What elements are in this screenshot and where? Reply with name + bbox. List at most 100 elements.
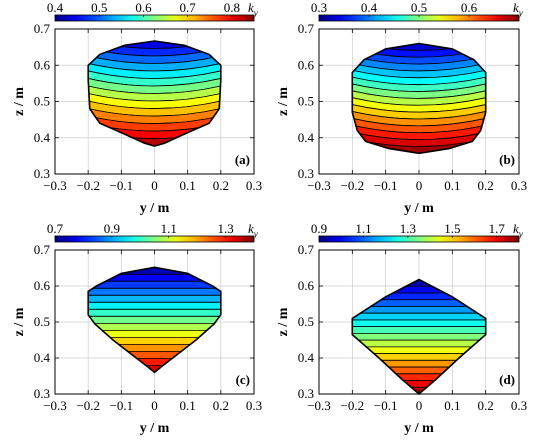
x-tick-label: −0.2 [341,178,365,193]
x-tick-label: 0 [416,398,423,413]
x-tick-label: 0.3 [246,178,262,193]
colorbar [54,235,255,243]
x-tick-label: −0.3 [43,178,67,193]
contour-band [88,343,221,352]
panel-label: (d) [499,372,515,387]
x-tick-label: 0 [416,178,423,193]
colorbar [54,14,255,22]
contour-band [352,319,486,328]
x-tick-label: 0.1 [444,178,460,193]
region-outline [87,40,222,147]
colorbar-tick-label: 0.9 [104,221,120,236]
x-tick-label: −0.2 [76,398,100,413]
contour-field [352,279,486,394]
colorbar-tick-label: 1.3 [217,221,233,236]
x-tick-label: −0.3 [43,398,67,413]
panel-label: (b) [499,152,515,167]
y-tick-label: 0.7 [34,21,51,36]
y-tick-label: 0.6 [298,57,315,72]
y-tick-label: 0.5 [298,314,314,329]
colorbar-tick-label: 1.5 [444,221,460,236]
colorbar-label: ky [513,0,523,18]
panel-3: 0.7 0.9 1.1 1.3 ky −0.3 −0.2 −0.1 0 0.1 0.2 0.3 0.3 0… [12,221,262,436]
x-tick-label: 0.1 [444,398,460,413]
colorbar-tick-label: 0.4 [47,0,64,15]
colorbar-tick-label: 0.3 [311,0,327,15]
contour-band [352,299,486,307]
y-tick-label: 0.4 [298,130,315,145]
contour-band [352,285,486,294]
y-tick-label: 0.3 [298,386,314,401]
y-tick-label: 0.5 [34,94,50,109]
y-tick-label: 0.5 [298,94,314,109]
contour-band [352,380,486,388]
colorbar-label-subscript: y [253,8,258,18]
contour-band [352,292,486,301]
x-axis-label: y / m [404,421,434,436]
panel-label: (a) [235,152,250,167]
colorbar [318,235,520,243]
y-tick-label: 0.3 [34,386,50,401]
contour-field [88,41,221,147]
contour-band [352,306,486,314]
x-tick-label: −0.1 [110,178,134,193]
x-tick-label: 0.3 [511,178,527,193]
y-tick-label: 0.5 [34,314,50,329]
x-axis-label: y / m [140,421,170,436]
colorbar-label-subscript: y [518,229,523,239]
x-tick-label: −0.1 [374,178,398,193]
x-tick-label: −0.3 [307,178,331,193]
colorbar-tick-label: 0.5 [411,0,427,15]
colorbar-tick-label: 0.9 [311,221,327,236]
x-tick-label: 0 [151,178,158,193]
colorbar-tick-label: 1.1 [355,221,371,236]
x-tick-label: −0.3 [307,398,331,413]
region-outline [87,266,222,374]
colorbar-label-subscript: y [253,229,258,239]
x-axis-label: y / m [140,201,170,216]
contour-band [352,339,486,348]
contour-band [352,359,486,368]
y-tick-label: 0.6 [34,278,51,293]
colorbar-tick-label: 1.3 [400,221,416,236]
contour-band [352,353,486,361]
x-tick-label: −0.2 [76,178,100,193]
panel-2: 0.3 0.4 0.5 0.6 ky −0.3 −0.2 −0.1 0 0.1 0.2 0.3 0.3 0… [276,0,527,216]
colorbar-tick-label: 0.5 [91,0,107,15]
panel-label: (c) [236,372,250,387]
colorbar-tick-label: 1.7 [489,221,506,236]
x-tick-label: 0.3 [511,398,527,413]
x-tick-label: 0.1 [180,398,196,413]
x-tick-label: −0.1 [110,398,134,413]
contour-band [88,357,221,366]
colorbar-label-subscript: y [518,8,523,18]
y-axis-label: z / m [276,87,291,116]
x-tick-label: −0.2 [341,398,365,413]
y-tick-label: 0.6 [34,57,51,72]
y-tick-label: 0.7 [298,242,315,257]
y-tick-label: 0.7 [298,21,315,36]
y-tick-label: 0.6 [298,278,315,293]
region-outline [351,42,487,155]
contour-band [88,287,221,296]
contour-band [88,350,221,359]
y-tick-label: 0.3 [34,166,50,181]
x-tick-label: 0.2 [478,178,494,193]
x-tick-label: 0 [151,398,158,413]
colorbar-tick-label: 0.6 [461,0,478,15]
contour-band [88,329,221,338]
contour-field [352,43,486,154]
contour-band [352,279,486,287]
y-tick-label: 0.4 [34,130,51,145]
x-tick-label: 0.3 [246,398,262,413]
y-axis-label: z / m [276,307,291,336]
contour-band [88,322,221,331]
x-tick-label: 0.2 [213,398,229,413]
y-axis-label: z / m [12,307,27,336]
contour-band [88,294,221,303]
contour-field [88,267,221,373]
contour-band [88,267,221,275]
colorbar-label: ky [248,0,258,18]
colorbar-label: ky [513,221,523,239]
